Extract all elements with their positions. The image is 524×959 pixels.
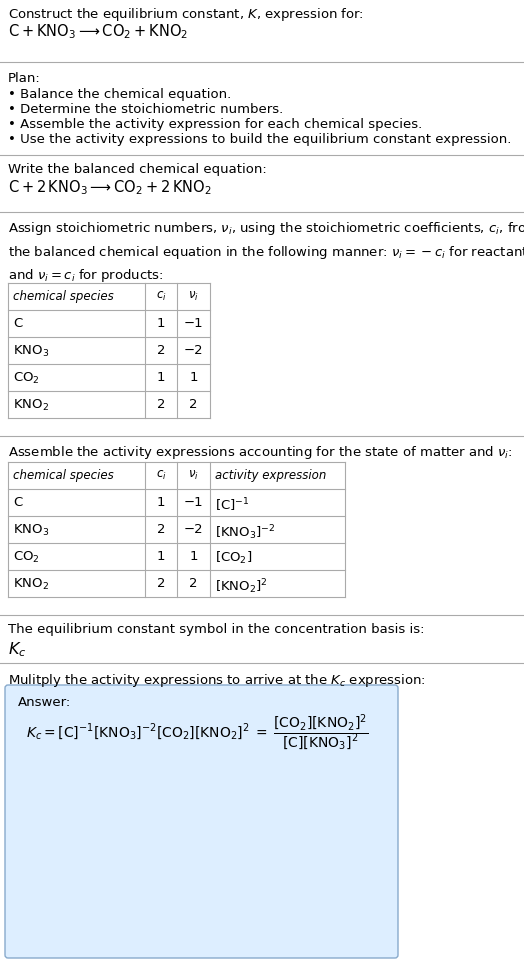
Text: $\mathregular{C + KNO_3 \longrightarrow CO_2 + KNO_2}$: $\mathregular{C + KNO_3 \longrightarrow …	[8, 22, 189, 40]
Text: • Balance the chemical equation.: • Balance the chemical equation.	[8, 88, 231, 101]
Text: 1: 1	[189, 550, 198, 563]
Text: $\mathrm{KNO_2}$: $\mathrm{KNO_2}$	[13, 577, 49, 592]
Text: $\mathrm{KNO_3}$: $\mathrm{KNO_3}$	[13, 344, 49, 359]
Text: $\mathrm{KNO_2}$: $\mathrm{KNO_2}$	[13, 398, 49, 413]
Text: activity expression: activity expression	[215, 469, 326, 482]
Text: Plan:: Plan:	[8, 72, 41, 85]
Text: 2: 2	[189, 398, 198, 411]
Text: −1: −1	[184, 496, 203, 509]
FancyBboxPatch shape	[5, 685, 398, 958]
Text: Assign stoichiometric numbers, $\nu_i$, using the stoichiometric coefficients, $: Assign stoichiometric numbers, $\nu_i$, …	[8, 220, 524, 284]
Text: $\mathrm{CO_2}$: $\mathrm{CO_2}$	[13, 371, 40, 386]
Text: The equilibrium constant symbol in the concentration basis is:: The equilibrium constant symbol in the c…	[8, 623, 424, 636]
Text: chemical species: chemical species	[13, 290, 114, 303]
Text: 2: 2	[189, 577, 198, 590]
Text: −2: −2	[184, 523, 203, 536]
Text: 2: 2	[157, 344, 165, 357]
Text: Assemble the activity expressions accounting for the state of matter and $\nu_i$: Assemble the activity expressions accoun…	[8, 444, 512, 461]
Text: • Assemble the activity expression for each chemical species.: • Assemble the activity expression for e…	[8, 118, 422, 131]
Text: $c_i$: $c_i$	[156, 290, 166, 303]
Text: Construct the equilibrium constant, $K$, expression for:: Construct the equilibrium constant, $K$,…	[8, 6, 364, 23]
Text: $[\mathrm{KNO_2}]^2$: $[\mathrm{KNO_2}]^2$	[215, 577, 268, 596]
Text: $[\mathrm{C}]^{-1}$: $[\mathrm{C}]^{-1}$	[215, 496, 249, 513]
Text: $K_c = [\mathrm{C}]^{-1} [\mathrm{KNO_3}]^{-2} [\mathrm{CO_2}] [\mathrm{KNO_2}]^: $K_c = [\mathrm{C}]^{-1} [\mathrm{KNO_3}…	[26, 713, 368, 753]
Text: 1: 1	[157, 496, 165, 509]
Text: $[\mathrm{KNO_3}]^{-2}$: $[\mathrm{KNO_3}]^{-2}$	[215, 523, 276, 542]
Text: • Use the activity expressions to build the equilibrium constant expression.: • Use the activity expressions to build …	[8, 133, 511, 146]
Text: $c_i$: $c_i$	[156, 469, 166, 482]
Text: 2: 2	[157, 577, 165, 590]
Text: $\mathregular{C + 2\,KNO_3 \longrightarrow CO_2 + 2\,KNO_2}$: $\mathregular{C + 2\,KNO_3 \longrightarr…	[8, 178, 212, 197]
Text: chemical species: chemical species	[13, 469, 114, 482]
Text: −2: −2	[184, 344, 203, 357]
Text: 1: 1	[157, 371, 165, 384]
Text: 2: 2	[157, 523, 165, 536]
Text: 2: 2	[157, 398, 165, 411]
Text: $\mathrm{CO_2}$: $\mathrm{CO_2}$	[13, 550, 40, 565]
Text: C: C	[13, 496, 22, 509]
Text: $\mathrm{KNO_3}$: $\mathrm{KNO_3}$	[13, 523, 49, 538]
Text: $\nu_i$: $\nu_i$	[188, 290, 199, 303]
Text: $K_c$: $K_c$	[8, 640, 26, 659]
Text: Mulitply the activity expressions to arrive at the $K_c$ expression:: Mulitply the activity expressions to arr…	[8, 672, 426, 689]
Text: −1: −1	[184, 317, 203, 330]
Text: Write the balanced chemical equation:: Write the balanced chemical equation:	[8, 163, 267, 176]
Text: $\nu_i$: $\nu_i$	[188, 469, 199, 482]
Text: 1: 1	[157, 550, 165, 563]
Text: 1: 1	[189, 371, 198, 384]
Text: • Determine the stoichiometric numbers.: • Determine the stoichiometric numbers.	[8, 103, 283, 116]
Text: Answer:: Answer:	[18, 696, 71, 709]
Text: C: C	[13, 317, 22, 330]
Text: 1: 1	[157, 317, 165, 330]
Text: $[\mathrm{CO_2}]$: $[\mathrm{CO_2}]$	[215, 550, 253, 566]
